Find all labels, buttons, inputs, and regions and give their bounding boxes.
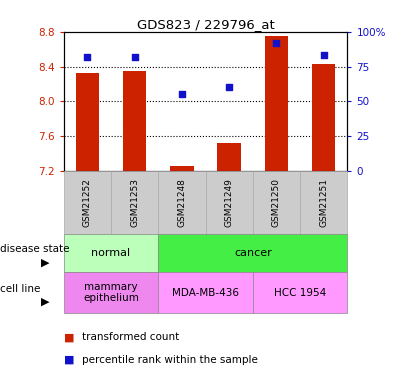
- Point: [84, 54, 90, 60]
- Text: mammary
epithelium: mammary epithelium: [83, 282, 139, 303]
- Text: GSM21252: GSM21252: [83, 178, 92, 227]
- Text: GSM21249: GSM21249: [225, 178, 233, 227]
- Text: cell line: cell line: [0, 284, 40, 294]
- Text: ▶: ▶: [41, 297, 50, 307]
- Bar: [76, 73, 99, 171]
- Text: GSM21251: GSM21251: [319, 178, 328, 227]
- Point: [321, 53, 327, 58]
- Point: [178, 92, 185, 98]
- Text: GSM21253: GSM21253: [130, 178, 139, 227]
- Text: transformed count: transformed count: [82, 333, 180, 342]
- Text: ▶: ▶: [41, 258, 50, 267]
- Text: HCC 1954: HCC 1954: [274, 288, 326, 297]
- Bar: [265, 36, 288, 171]
- Text: GSM21248: GSM21248: [178, 178, 186, 227]
- Bar: [123, 71, 146, 171]
- Text: ■: ■: [64, 333, 74, 342]
- Text: cancer: cancer: [234, 248, 272, 258]
- Point: [132, 54, 138, 60]
- Text: ■: ■: [64, 355, 74, 365]
- Text: disease state: disease state: [0, 244, 69, 254]
- Bar: [170, 166, 194, 171]
- Text: percentile rank within the sample: percentile rank within the sample: [82, 355, 258, 365]
- Text: GSM21250: GSM21250: [272, 178, 281, 227]
- Bar: [312, 64, 335, 171]
- Text: normal: normal: [91, 248, 131, 258]
- Text: MDA-MB-436: MDA-MB-436: [172, 288, 239, 297]
- Point: [226, 84, 233, 90]
- Point: [273, 40, 279, 46]
- Bar: [217, 143, 241, 171]
- Title: GDS823 / 229796_at: GDS823 / 229796_at: [136, 18, 275, 31]
